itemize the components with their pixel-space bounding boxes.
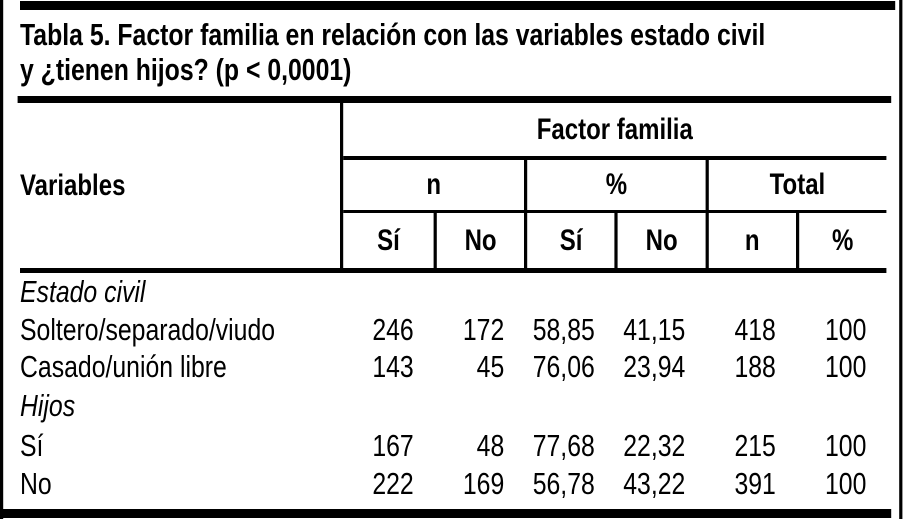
value-cell bbox=[705, 385, 796, 427]
table-row-no: No 222 169 56,78 43,22 391 100 bbox=[20, 465, 886, 502]
page-right-edge-line bbox=[899, 0, 903, 519]
value-cell: 23,94 bbox=[623, 349, 686, 384]
row-label: Estado civil bbox=[20, 274, 146, 309]
row-label: Sí bbox=[20, 428, 44, 463]
value-cell bbox=[343, 385, 434, 427]
column-header-pct-no: No bbox=[614, 213, 706, 268]
table-header: Variables Factor familia n % Total Sí No… bbox=[20, 103, 887, 273]
value-cell: 169 bbox=[462, 466, 505, 501]
value-cell: 77,68 bbox=[532, 428, 595, 463]
value-cell: 58,85 bbox=[532, 312, 595, 347]
value-cell: 100 bbox=[825, 428, 867, 463]
value-cell bbox=[705, 273, 796, 311]
column-header-n-no: No bbox=[433, 213, 525, 268]
value-cell: 188 bbox=[734, 349, 776, 384]
value-cell: 391 bbox=[734, 466, 776, 501]
value-cell: 45 bbox=[476, 349, 505, 384]
table-row-estado-civil: Estado civil bbox=[20, 273, 886, 311]
value-cell: 246 bbox=[372, 312, 414, 347]
column-header-total-n: n bbox=[705, 213, 796, 268]
column-header-n-si: Sí bbox=[377, 223, 400, 257]
value-cell: 100 bbox=[825, 349, 867, 384]
table-title-line-2: y ¿tienen hijos? (p < 0,0001) bbox=[20, 52, 352, 87]
table-content: Tabla 5. Factor familia en relación con … bbox=[20, 0, 887, 502]
row-label: Hijos bbox=[20, 388, 76, 423]
value-cell: 100 bbox=[825, 312, 867, 347]
value-cell bbox=[615, 385, 706, 427]
bottom-thick-rule bbox=[2, 509, 892, 518]
value-cell: 167 bbox=[372, 428, 414, 463]
value-cell: 172 bbox=[462, 312, 505, 347]
value-cell bbox=[343, 273, 434, 311]
value-cell bbox=[796, 385, 887, 427]
value-cell: 56,78 bbox=[532, 466, 595, 501]
title-bottom-rule bbox=[17, 96, 892, 103]
row-label: Casado/unión libre bbox=[20, 349, 227, 384]
value-cell: 100 bbox=[825, 466, 867, 501]
top-thick-rule bbox=[20, 1, 896, 10]
value-cell: 48 bbox=[476, 428, 505, 463]
value-cell bbox=[796, 273, 887, 311]
value-cell: 222 bbox=[372, 466, 414, 501]
value-cell bbox=[434, 273, 525, 311]
value-cell bbox=[615, 273, 706, 311]
page-left-edge-line bbox=[0, 0, 4, 519]
table-row-si: Sí 167 48 77,68 22,32 215 100 bbox=[20, 427, 886, 465]
table-row-hijos: Hijos bbox=[20, 385, 886, 427]
value-cell: 215 bbox=[734, 428, 776, 463]
column-header-pct-si: Sí bbox=[524, 213, 615, 268]
variables-column-header: Variables bbox=[20, 103, 344, 268]
value-cell bbox=[524, 273, 615, 311]
table-title: Tabla 5. Factor familia en relación con … bbox=[20, 17, 886, 87]
value-cell: 76,06 bbox=[532, 349, 595, 384]
table-row-casado-union-libre: Casado/unión libre 143 45 76,06 23,94 18… bbox=[20, 348, 886, 385]
percent-group-header: % bbox=[524, 160, 706, 213]
value-cell: 43,22 bbox=[623, 466, 686, 501]
row-label: Soltero/separado/viudo bbox=[20, 312, 276, 347]
value-cell bbox=[524, 385, 615, 427]
table-title-line-1: Tabla 5. Factor familia en relación con … bbox=[20, 17, 766, 52]
value-cell: 418 bbox=[734, 312, 776, 347]
factor-familia-group-header: Factor familia bbox=[343, 103, 887, 160]
n-group-header: n bbox=[343, 160, 525, 213]
value-cell: 22,32 bbox=[623, 428, 686, 463]
table-row-soltero-separado-viudo: Soltero/separado/viudo 246 172 58,85 41,… bbox=[20, 311, 886, 348]
column-header-total-pct: % bbox=[795, 213, 887, 268]
value-cell: 143 bbox=[372, 349, 414, 384]
row-label: No bbox=[20, 466, 52, 501]
value-cell bbox=[434, 385, 525, 427]
total-group-header: Total bbox=[705, 160, 887, 213]
value-cell: 41,15 bbox=[623, 312, 686, 347]
